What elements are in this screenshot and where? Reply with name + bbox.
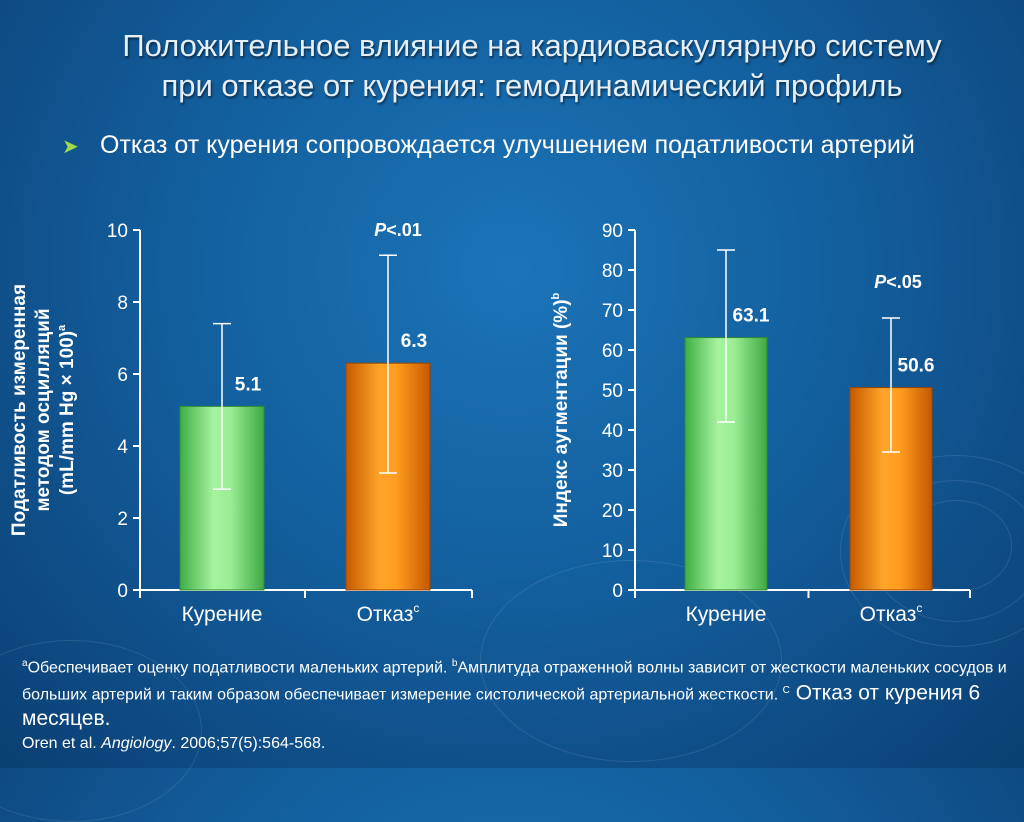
footnote-b-mark: b (451, 658, 458, 669)
y-tick-label: 4 (117, 437, 128, 458)
arrow-bullet-icon: ➤ (62, 136, 79, 158)
title-line-2: при отказе от курения: гемодинамический … (161, 68, 903, 103)
y-axis-label-line: Индекс аугментации (%)b (550, 292, 572, 527)
data-label: 50.6 (898, 356, 935, 377)
p-value-italic: P (374, 220, 387, 240)
footnote-a: Обеспечивает оценку податливости маленьк… (27, 659, 452, 677)
p-value-italic: P (874, 272, 887, 292)
title-line-1: Положительное влияние на кардиоваскулярн… (122, 28, 942, 63)
y-axis-label-superscript: a (56, 324, 68, 331)
bullet-point: ➤ Отказ от курения сопровождается улучше… (62, 131, 962, 159)
footnote-c-end: . (104, 706, 111, 730)
p-value-text: <.01 (386, 220, 422, 240)
reference: Oren et al. Angiology. 2006;57(5):564-56… (22, 732, 1022, 755)
y-tick-label: 60 (602, 341, 623, 362)
y-tick-label: 2 (117, 509, 128, 530)
data-label: 5.1 (235, 374, 262, 395)
y-tick-label: 70 (602, 301, 623, 322)
y-tick-label: 0 (117, 581, 128, 602)
data-label: 63.1 (733, 306, 770, 327)
y-tick-label: 20 (602, 501, 623, 522)
y-tick-label: 8 (117, 293, 128, 314)
category-superscript: c (916, 601, 922, 615)
p-value-label: P<.01 (374, 220, 422, 240)
y-axis-label-line: методом осцилляций (33, 308, 54, 511)
y-axis-label-line: (mL/mm Hg × 100)a (56, 324, 78, 495)
reference-authors: Oren et al. (22, 734, 102, 752)
y-axis-label-superscript: b (550, 292, 562, 299)
y-tick-label: 6 (117, 365, 128, 386)
p-value-text: <.05 (886, 272, 922, 292)
category-superscript: c (413, 601, 419, 615)
reference-details: . 2006;57(5):564-568. (171, 734, 326, 752)
footnote-text: aОбеспечивает оценку податливости малень… (22, 652, 1022, 732)
bullet-text: Отказ от курения сопровождается улучшени… (100, 131, 915, 159)
footnote-c: Отказ от курения 6 месяцев (22, 681, 981, 730)
p-value-label: P<.05 (874, 272, 922, 292)
y-tick-label: 50 (602, 381, 623, 402)
y-tick-label: 10 (602, 541, 623, 562)
data-label: 6.3 (401, 331, 427, 352)
y-axis-label: Индекс аугментации (%)b (550, 292, 572, 527)
augmentation-index-chart: 0 10 20 30 40 50 60 70 80 90 63.1 Курение 50.6 Отказc… (550, 221, 971, 626)
compliance-chart: 0 2 4 6 8 10 5.1 Курение 6.3 Отказc P<.01 Податливо… (9, 220, 473, 626)
category-label: Курение (686, 603, 767, 626)
category-label: Отказc (357, 601, 420, 626)
footnote-a-mark: a (22, 658, 28, 669)
category-label: Отказc (860, 601, 923, 626)
footnote-c-mark: C (782, 685, 790, 697)
y-tick-label: 90 (602, 221, 623, 242)
category-label: Курение (182, 603, 263, 626)
slide-title: Положительное влияние на кардиоваскулярн… (40, 26, 1024, 106)
y-tick-label: 40 (602, 421, 623, 442)
y-tick-label: 80 (602, 261, 623, 282)
reference-journal: Angiology (101, 734, 172, 752)
y-axis-label: Податливость измеренная методом осцилляци… (9, 284, 78, 536)
y-tick-label: 10 (107, 221, 128, 242)
footnotes: aОбеспечивает оценку податливости малень… (22, 652, 1022, 755)
y-tick-label: 30 (602, 461, 623, 482)
y-axis-label-line: Податливость измеренная (9, 284, 30, 536)
footnote-b: Амплитуда отраженной волны зависит от же… (22, 659, 1007, 704)
y-tick-label: 0 (612, 581, 623, 602)
